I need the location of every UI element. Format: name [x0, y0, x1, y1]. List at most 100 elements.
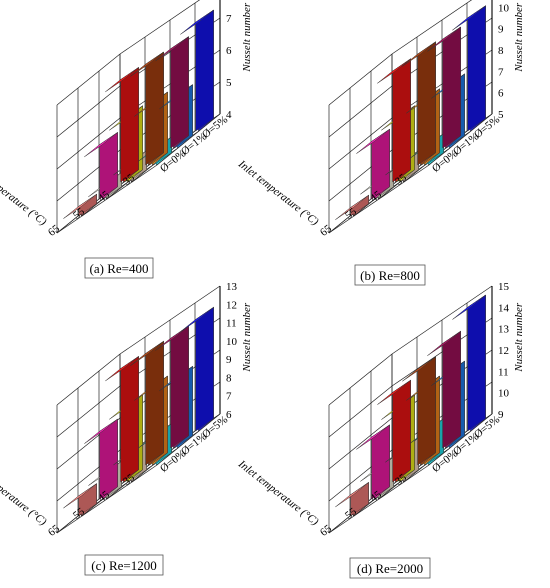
- bar-Ø=5%-55: [130, 51, 164, 166]
- z-tick-label: 7: [226, 391, 232, 403]
- bar-Ø=5%-55: [402, 356, 436, 466]
- x-axis-title: Inlet temperature (°C): [235, 458, 321, 529]
- bar-side-face: [195, 306, 214, 432]
- bar-top-face: [402, 356, 436, 382]
- z-tick-label: 14: [498, 302, 510, 314]
- bar-side-face: [467, 294, 486, 432]
- z-tick-label: 13: [226, 281, 238, 293]
- z-tick-label: 7: [498, 66, 504, 78]
- grid-line: [56, 464, 158, 534]
- z-axis-title: Nusselt number: [241, 2, 253, 72]
- bar-side-face: [120, 66, 139, 183]
- bar-side-face: [170, 36, 189, 149]
- bar-top-face: [63, 193, 97, 219]
- z-tick-label: 9: [498, 24, 504, 36]
- bar-side-face: [442, 330, 461, 449]
- z-tick-label: 7: [226, 13, 232, 25]
- bar-Ø=5%-55: [402, 41, 436, 166]
- x-tick-label: 65: [46, 522, 62, 539]
- z-tick-label: 8: [226, 372, 232, 384]
- x-axis-title: Inlet temperature (°C): [235, 158, 321, 229]
- grid-line: [391, 285, 493, 355]
- bar-top-face: [427, 26, 461, 52]
- z-tick-label: 10: [498, 388, 510, 400]
- bar-Ø=5%-65: [105, 355, 139, 483]
- z-tick-label: 9: [226, 354, 232, 366]
- bar-Ø=0%-65: [63, 483, 97, 517]
- bar-top-face: [452, 5, 486, 31]
- grid-line: [56, 85, 121, 138]
- bar-top-face: [84, 418, 118, 444]
- bar-side-face: [417, 356, 436, 466]
- grid-line: [428, 413, 493, 466]
- bar-Ø=0%-65: [63, 193, 97, 219]
- caption-box: [84, 257, 154, 279]
- bar-top-face: [356, 424, 390, 450]
- grid-line: [391, 0, 473, 55]
- bar-Ø=5%-45: [427, 26, 461, 149]
- z-tick-label: 8: [498, 45, 504, 57]
- z-tick-label: 4: [226, 109, 232, 121]
- bar-top-face: [377, 58, 411, 84]
- bar-top-face: [155, 36, 189, 62]
- z-tick-label: 11: [498, 366, 509, 378]
- bar-top-face: [402, 41, 436, 67]
- grid-line: [328, 464, 430, 534]
- z-tick-label: 11: [226, 318, 237, 330]
- bar-Ø=5%-55: [130, 340, 164, 466]
- bar-top-face: [84, 132, 118, 158]
- z-tick-label: 5: [226, 77, 232, 89]
- bar-Ø=5%-45: [155, 36, 189, 149]
- bar-Ø=1%-65: [356, 128, 390, 200]
- bar-top-face: [377, 379, 411, 405]
- x-tick-label: 65: [318, 222, 334, 239]
- grid-line: [328, 53, 393, 106]
- bar-Ø=1%-65: [356, 424, 390, 500]
- z-tick-label: 13: [498, 324, 510, 336]
- x-axis-title: Inlet temperature (°C): [0, 458, 49, 529]
- z-axis-title: Nusselt number: [241, 302, 253, 372]
- grid-line: [328, 417, 393, 470]
- caption-label: (a) Re=400: [90, 261, 149, 276]
- caption-box: [354, 264, 426, 286]
- z-tick-label: 12: [498, 345, 509, 357]
- bar-side-face: [195, 9, 214, 132]
- bar-top-face: [130, 340, 164, 366]
- grid-line: [56, 353, 121, 406]
- caption-label: (d) Re=2000: [357, 561, 423, 576]
- x-axis-title: Inlet temperature (°C): [0, 158, 49, 229]
- bar-side-face: [467, 5, 486, 132]
- bar-top-face: [105, 356, 139, 382]
- bar-top-face: [335, 482, 369, 508]
- grid-line: [328, 164, 430, 234]
- bar-Ø=5%-35: [180, 9, 214, 132]
- z-tick-label: 15: [498, 281, 510, 293]
- caption-box: [84, 554, 164, 576]
- bar-Ø=5%-65: [105, 66, 139, 183]
- bar-top-face: [356, 128, 390, 154]
- z-tick-label: 10: [226, 336, 238, 348]
- bar-top-face: [180, 306, 214, 332]
- bar-Ø=5%-45: [427, 330, 461, 449]
- x-tick-label: 65: [318, 522, 334, 539]
- grid-line: [328, 85, 393, 138]
- z-axis-title: Nusselt number: [513, 2, 525, 72]
- bar-top-face: [155, 325, 189, 351]
- bar-side-face: [392, 379, 411, 483]
- z-tick-label: 6: [226, 409, 232, 421]
- z-tick-label: 6: [226, 45, 232, 57]
- bar-top-face: [63, 483, 97, 509]
- grid-line: [156, 113, 221, 166]
- bar-top-face: [427, 330, 461, 356]
- grid-line: [119, 285, 221, 355]
- bar-Ø=5%-45: [155, 325, 189, 449]
- x-tick-label: 65: [46, 222, 62, 239]
- grid-line: [428, 113, 493, 166]
- bar-side-face: [145, 340, 164, 466]
- bar-Ø=5%-35: [180, 306, 214, 432]
- bar-top-face: [335, 194, 369, 220]
- bar-Ø=5%-65: [377, 58, 411, 183]
- grid-line: [156, 413, 221, 466]
